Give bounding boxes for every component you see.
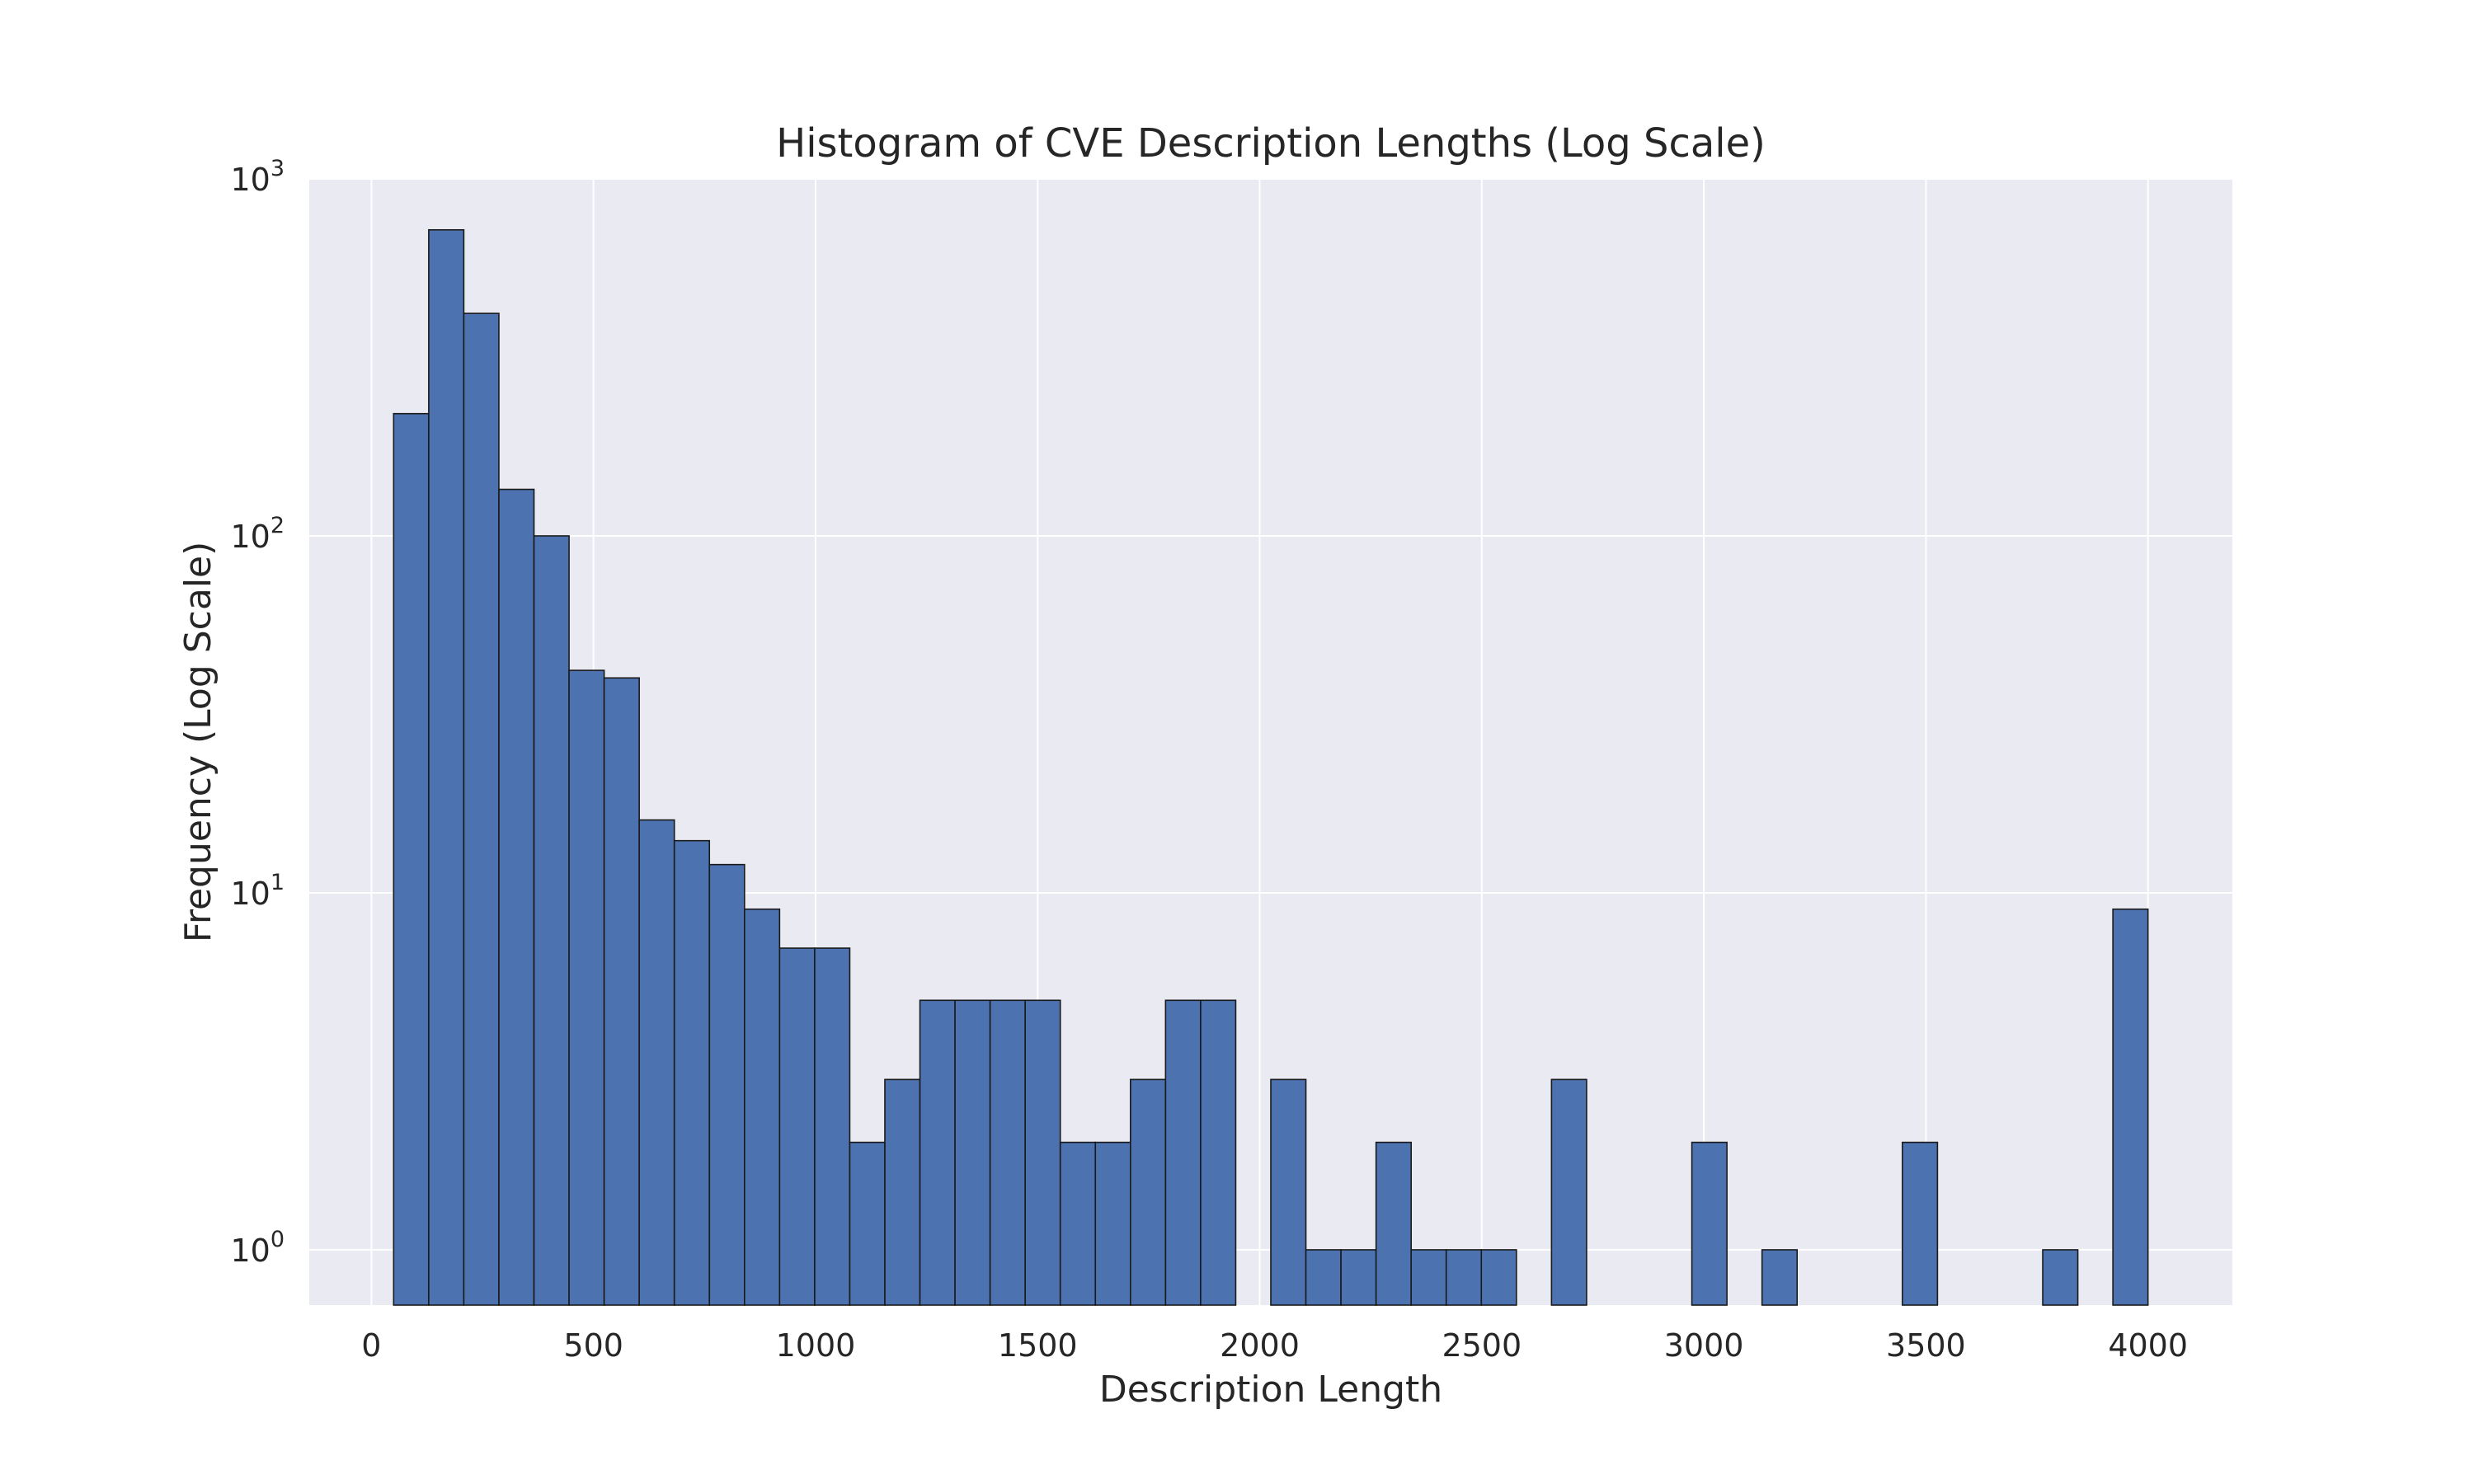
y-tick-label: 102 xyxy=(230,513,285,555)
x-axis-label: Description Length xyxy=(1099,1369,1442,1411)
histogram-bar xyxy=(1094,1141,1131,1306)
histogram-bar xyxy=(1270,1078,1307,1306)
histogram-bar xyxy=(1024,999,1061,1306)
x-tick-label: 4000 xyxy=(2108,1327,2188,1364)
y-tick-label: 101 xyxy=(230,870,285,912)
histogram-bar xyxy=(1200,999,1237,1306)
histogram-bar xyxy=(1550,1078,1587,1306)
histogram-bar xyxy=(2112,908,2149,1306)
histogram-bar xyxy=(743,908,781,1306)
histogram-bar xyxy=(778,947,816,1306)
histogram-bar xyxy=(1164,999,1202,1306)
histogram-bar xyxy=(1445,1249,1483,1306)
histogram-bar xyxy=(1059,1141,1097,1306)
y-tick-label: 103 xyxy=(230,156,285,198)
histogram-bar xyxy=(603,677,640,1306)
histogram-bar xyxy=(884,1078,921,1306)
histogram-bar xyxy=(1340,1249,1377,1306)
x-axis-ticks: 0 500 1000 1500 2000 2500 3000 3500 4000 xyxy=(361,1327,2188,1364)
x-tick-label: 0 xyxy=(361,1327,381,1364)
x-tick-label: 500 xyxy=(563,1327,623,1364)
histogram-bar xyxy=(1410,1249,1447,1306)
histogram-bar xyxy=(989,999,1026,1306)
y-axis-ticks: 100 101 102 103 xyxy=(230,156,285,1269)
histogram-bar xyxy=(1375,1141,1412,1306)
x-tick-label: 2000 xyxy=(1220,1327,1300,1364)
chart-title: Histogram of CVE Description Lengths (Lo… xyxy=(776,120,1766,167)
histogram-bar xyxy=(1130,1078,1167,1306)
x-tick-label: 1000 xyxy=(776,1327,856,1364)
x-tick-label: 1500 xyxy=(998,1327,1078,1364)
histogram-bar xyxy=(954,999,991,1306)
histogram-bar xyxy=(919,999,956,1306)
y-axis-label: Frequency (Log Scale) xyxy=(177,542,219,943)
histogram-bar xyxy=(1761,1249,1799,1306)
histogram-bar xyxy=(1902,1141,1939,1306)
histogram-bar xyxy=(638,819,675,1306)
histogram-bar xyxy=(428,228,465,1306)
histogram-bar xyxy=(568,669,605,1306)
histogram-bar xyxy=(1480,1249,1517,1306)
histogram-bar xyxy=(498,488,535,1306)
x-tick-label: 2500 xyxy=(1442,1327,1522,1364)
histogram-bar xyxy=(393,412,430,1306)
x-tick-label: 3500 xyxy=(1886,1327,1966,1364)
histogram-bar xyxy=(849,1141,886,1306)
histogram-bar xyxy=(1305,1249,1342,1306)
histogram-bar xyxy=(1691,1141,1728,1306)
histogram-bar xyxy=(2042,1249,2079,1306)
y-tick-label: 100 xyxy=(230,1227,285,1269)
x-tick-label: 3000 xyxy=(1664,1327,1744,1364)
histogram-bars xyxy=(393,228,2149,1306)
histogram-bar xyxy=(814,947,851,1306)
histogram-bar xyxy=(673,839,711,1306)
histogram-bar xyxy=(533,535,570,1306)
histogram-bar xyxy=(463,312,500,1306)
histogram-bar xyxy=(708,863,745,1306)
